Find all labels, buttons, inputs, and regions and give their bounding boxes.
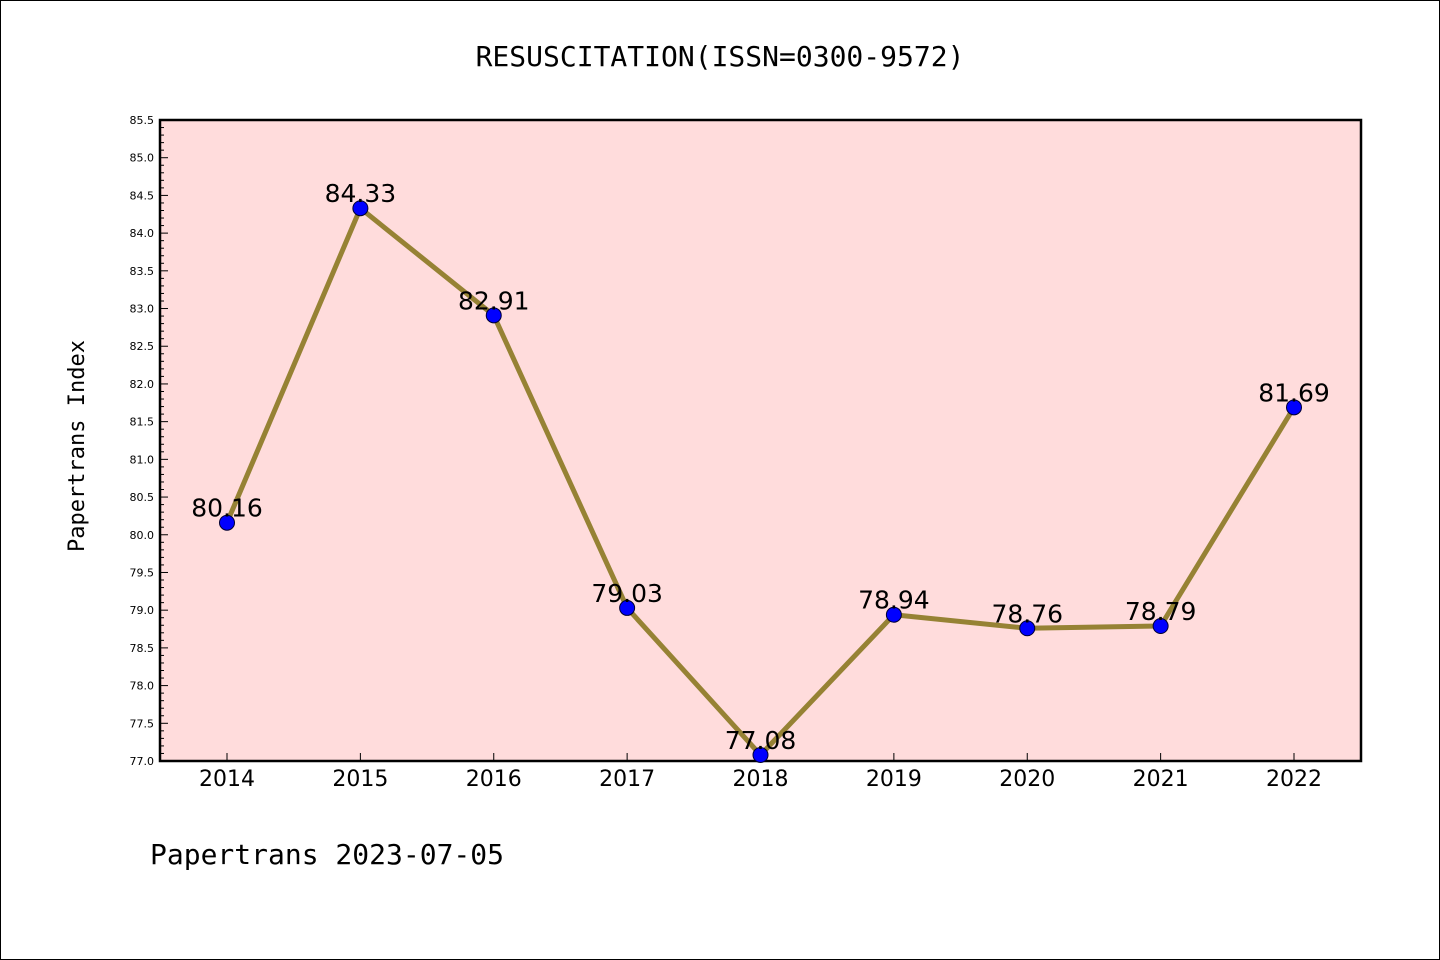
y-axis: 77.0 77.5 78.0 78.5 79.0 79.5 80.0 80.5 81.0 81.5…: [130, 114, 168, 768]
series-line-group: [219, 200, 1302, 763]
y-tick-label: 78.5: [130, 642, 155, 655]
chart-title: RESUSCITATION(ISSN=0300-9572): [476, 40, 965, 73]
data-point: [752, 746, 769, 763]
footer-text: Papertrans 2023-07-05: [150, 838, 504, 871]
x-tick-label: 2017: [599, 767, 655, 792]
data-label: 77.08: [725, 726, 797, 755]
y-tick-label: 82.5: [130, 340, 155, 353]
x-tick-label: 2021: [1133, 767, 1189, 792]
y-tick-label: 85.0: [130, 152, 155, 165]
x-tick-label: 2022: [1266, 767, 1322, 792]
y-tick-label: 79.5: [130, 566, 155, 579]
x-tick-label: 2014: [199, 767, 255, 792]
data-label: 80.16: [191, 494, 263, 523]
x-tick-label: 2015: [332, 767, 388, 792]
x-tick-label: 2020: [999, 767, 1055, 792]
data-point: [1152, 618, 1169, 635]
data-point: [1286, 399, 1302, 416]
data-label: 78.79: [1125, 597, 1197, 626]
data-point: [485, 307, 502, 324]
data-label: 84.33: [325, 179, 397, 208]
x-tick-label: 2016: [466, 767, 522, 792]
y-axis-label: Papertrans Index: [65, 340, 90, 552]
y-tick-label: 84.5: [130, 189, 155, 202]
y-tick-label: 81.0: [130, 453, 155, 466]
y-tick-label: 79.0: [130, 604, 155, 617]
data-label: 78.76: [991, 599, 1063, 628]
data-point: [352, 200, 369, 217]
y-tick-label: 82.0: [130, 378, 155, 391]
x-tick-label: 2019: [866, 767, 922, 792]
data-point: [619, 599, 636, 616]
y-tick-label: 85.5: [130, 114, 155, 127]
data-label: 78.94: [858, 586, 930, 615]
data-point: [885, 606, 902, 623]
y-tick-label: 83.0: [130, 303, 155, 316]
data-point: [219, 514, 235, 531]
data-label: 81.69: [1258, 378, 1330, 407]
y-tick-label: 77.5: [130, 717, 155, 730]
plot-area: [158, 118, 1363, 763]
data-label: 82.91: [458, 286, 530, 315]
y-tick-label: 78.0: [130, 680, 155, 693]
data-point: [1019, 620, 1036, 637]
y-tick-label: 80.5: [130, 491, 155, 504]
data-labels: 80.16 84.33 82.91 79.03 77.08 78.94 78.76 78.79…: [191, 179, 1330, 755]
y-tick-label: 77.0: [130, 755, 155, 768]
x-tick-label: 2018: [733, 767, 789, 792]
y-tick-label: 84.0: [130, 227, 155, 240]
x-axis: 2014 2015 2016 2017 2018 2019 2020 2021 2022: [199, 753, 1322, 792]
y-tick-label: 81.5: [130, 416, 155, 429]
data-label: 79.03: [591, 579, 663, 608]
y-tick-label: 80.0: [130, 529, 155, 542]
y-tick-label: 83.5: [130, 265, 155, 278]
